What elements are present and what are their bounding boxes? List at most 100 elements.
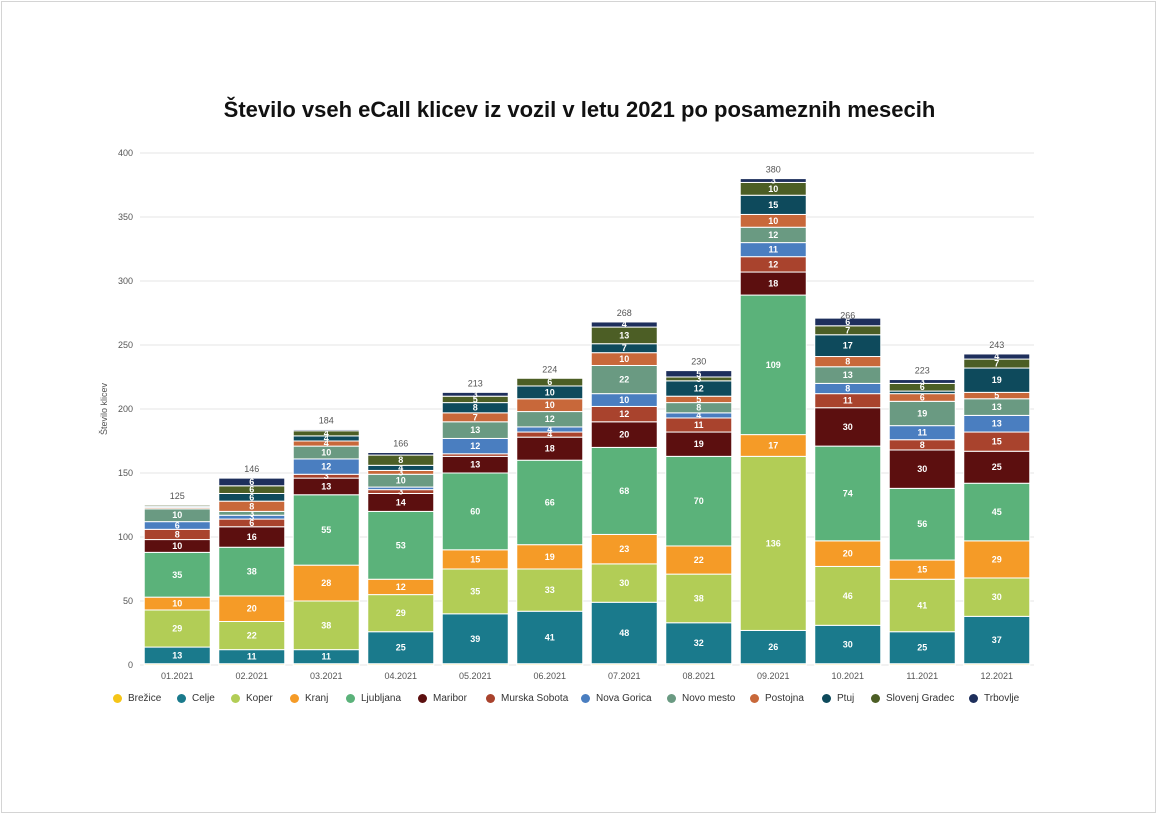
legend-item[interactable]: Slovenj Gradec [871,693,954,704]
data-label: 22 [247,631,257,641]
bar-segment [739,178,807,183]
data-label: 3 [249,512,254,522]
data-label: 74 [843,488,853,498]
legend-item[interactable]: Brežice [113,693,161,704]
bar-segment [888,379,956,384]
data-label: 12 [545,414,555,424]
data-label: 11 [917,428,927,438]
bar-segment [292,564,360,602]
bar-segment [665,455,733,547]
bar-segment [367,594,435,633]
data-label: 8 [845,357,850,367]
bar-segment [441,568,509,615]
data-label: 11 [694,420,704,430]
legend-label: Ljubljana [361,693,402,704]
bar-segment [441,472,509,551]
data-label: 6 [920,392,925,402]
y-tick-label: 200 [118,404,133,414]
legend-item[interactable]: Novo mesto [667,693,735,704]
data-label: 3 [473,389,478,399]
legend-item[interactable]: Postojna [750,693,804,704]
legend-label: Postojna [765,693,804,704]
data-label: 15 [917,565,927,575]
data-label: 68 [619,486,629,496]
data-label: 6 [845,317,850,327]
y-tick-label: 150 [118,468,133,478]
data-label: 5 [696,394,701,404]
bar-total-label: 268 [617,308,632,318]
bar-segment [590,533,658,565]
bar-segment [218,546,286,597]
data-label: 3 [398,467,403,477]
bar-segment [963,577,1031,617]
legend-item[interactable]: Murska Sobota [486,693,568,704]
bar-segment [292,600,360,651]
legend-item[interactable]: Trbovlje [969,693,1019,704]
data-label: 14 [396,497,406,507]
legend-item[interactable]: Maribor [418,693,467,704]
data-label: 3 [398,487,403,497]
x-tick-label: 03.2021 [310,671,343,681]
legend-marker [177,694,186,703]
chart-title: Število vseh eCall klicev iz vozil v let… [223,97,936,122]
bar-segment [292,494,360,566]
data-label: 39 [470,634,480,644]
y-axis-label: Število klicev [99,382,109,435]
data-label: 11 [321,652,331,662]
data-label: 5 [994,391,999,401]
chart-legend: Brežice Celje Koper Kranj Ljubljana Maribor Mu… [0,693,1159,711]
legend-item[interactable]: Kranj [290,693,328,704]
legend-marker [969,694,978,703]
x-tick-label: 02.2021 [235,671,268,681]
data-label: 3 [771,176,776,186]
data-label: 19 [992,375,1002,385]
legend-label: Nova Gorica [596,693,652,704]
bar-segment [516,459,584,546]
data-label: 18 [545,444,555,454]
legend-marker [290,694,299,703]
data-label: 7 [845,325,850,335]
bar-segment [516,377,584,387]
data-label: 6 [249,518,254,528]
bar-segment [739,294,807,436]
data-label: 8 [175,529,180,539]
data-label: 12 [321,462,331,472]
data-label: 18 [768,279,778,289]
bar-segment [590,364,658,395]
x-tick-label: 12.2021 [980,671,1013,681]
data-label: 11 [843,396,853,406]
bar-segment [590,446,658,535]
data-label: 20 [619,430,629,440]
bar-segment [665,370,733,378]
bar-segment [516,544,584,570]
bar-segment [739,455,807,631]
stacked-bar-chart: 0 50 100 150 200 250 300 350 400 Število klicev 13… [99,148,1034,681]
data-label: 23 [619,544,629,554]
legend-marker [486,694,495,703]
data-label: 10 [545,400,555,410]
data-label: 6 [547,377,552,387]
data-label: 29 [992,554,1002,564]
data-label: 8 [845,384,850,394]
data-label: 32 [694,638,704,648]
bar-segment [963,615,1031,665]
legend-item[interactable]: Ljubljana [346,693,401,704]
data-label: 30 [917,464,927,474]
x-tick-label: 01.2021 [161,671,194,681]
data-label: 12 [694,384,704,394]
bar-segment [367,631,435,665]
bar-total-label: 184 [319,415,334,425]
data-label: 13 [470,425,480,435]
data-label: 6 [249,477,254,487]
data-label: 6 [175,520,180,530]
data-label: 15 [992,437,1002,447]
legend-label: Maribor [433,693,467,704]
legend-item[interactable]: Ptuj [822,693,854,704]
legend-item[interactable]: Celje [177,693,215,704]
legend-item[interactable]: Koper [231,693,273,704]
legend-marker [346,694,355,703]
legend-item[interactable]: Nova Gorica [581,693,652,704]
data-label: 4 [547,424,552,434]
data-label: 7 [622,343,627,353]
